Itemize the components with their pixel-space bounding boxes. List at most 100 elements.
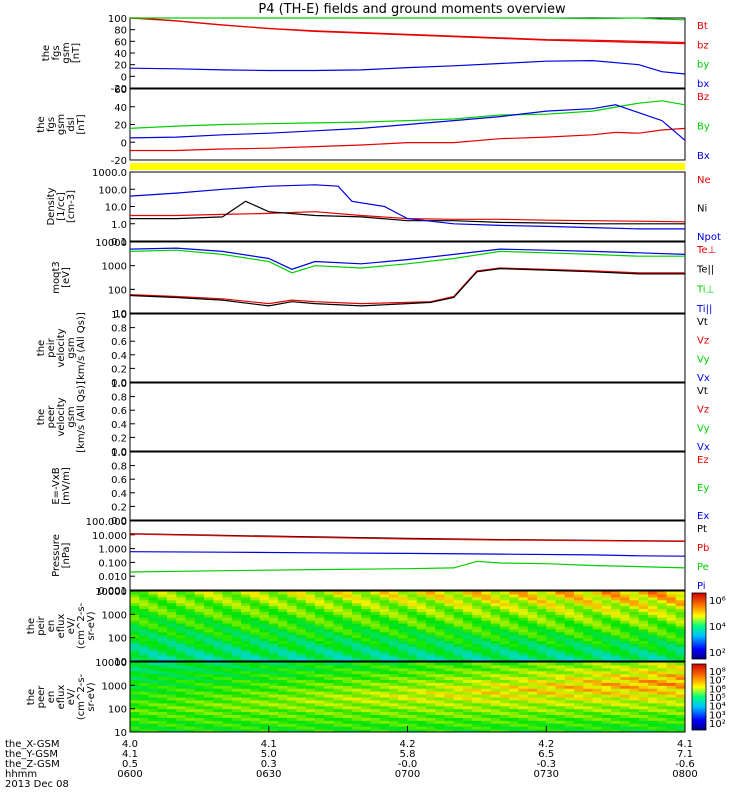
spectrogram-cell bbox=[564, 670, 575, 675]
spectrogram-cell bbox=[583, 670, 593, 675]
spectrogram-cell bbox=[527, 631, 538, 636]
spectrogram-cell bbox=[185, 617, 196, 621]
spectrogram-cell bbox=[620, 714, 630, 718]
spectrogram-cell bbox=[139, 667, 149, 672]
spectrogram-cell bbox=[472, 726, 482, 730]
spectrogram-cell bbox=[472, 631, 482, 636]
spectrogram-cell bbox=[592, 611, 603, 615]
spectrogram-cell bbox=[629, 670, 640, 675]
spectrogram-cell bbox=[361, 705, 371, 710]
spectrogram-cell bbox=[537, 664, 547, 669]
spectrogram-cell bbox=[241, 596, 251, 601]
spectrogram-cell bbox=[657, 658, 667, 662]
spectrogram-cell bbox=[324, 643, 334, 647]
spectrogram-cell bbox=[574, 602, 584, 607]
spectrogram-cell bbox=[426, 679, 436, 683]
spectrogram-cell bbox=[315, 662, 325, 666]
spectrogram-cell bbox=[426, 593, 436, 598]
spectrogram-cell bbox=[629, 673, 640, 678]
spectrogram-cell bbox=[130, 726, 140, 730]
spectrogram-cell bbox=[222, 676, 233, 680]
spectrogram-cell bbox=[185, 662, 196, 666]
spectrogram-cell bbox=[194, 628, 205, 633]
spectrogram-cell bbox=[185, 717, 196, 721]
spectrogram-cell bbox=[361, 640, 371, 644]
spectrogram-cell bbox=[287, 667, 297, 672]
spectrogram-cell bbox=[241, 699, 251, 704]
spectrogram-cell bbox=[574, 685, 584, 689]
spectrogram-cell bbox=[490, 643, 501, 647]
spectrogram-cell bbox=[268, 614, 279, 618]
spectrogram-cell bbox=[204, 643, 214, 647]
spectrogram-cell bbox=[574, 705, 584, 710]
spectrogram-cell bbox=[481, 608, 492, 612]
spectrogram-cell bbox=[241, 673, 251, 678]
spectrogram-cell bbox=[453, 649, 464, 653]
spectrogram-cell bbox=[407, 702, 418, 707]
spectrogram-cell bbox=[176, 694, 186, 698]
spectrogram-cell bbox=[296, 655, 307, 659]
spectrogram-cell bbox=[352, 611, 362, 615]
spectrogram-cell bbox=[601, 628, 612, 633]
spectrogram-cell bbox=[518, 720, 529, 724]
spectrogram-cell bbox=[426, 682, 436, 686]
spectrogram-cell bbox=[130, 694, 140, 698]
spectrogram-cell bbox=[453, 705, 464, 710]
spectrogram-cell bbox=[185, 637, 196, 642]
spectrogram-cell bbox=[250, 729, 260, 733]
spectrogram-cell bbox=[666, 667, 677, 672]
spectrogram-cell bbox=[435, 676, 445, 680]
spectrogram-cell bbox=[389, 708, 399, 713]
spectrogram-cell bbox=[666, 596, 677, 601]
spectrogram-cell bbox=[342, 608, 353, 612]
legend-entry: Bz bbox=[697, 92, 709, 103]
spectrogram-cell bbox=[176, 649, 186, 653]
spectrogram-cell bbox=[518, 628, 529, 633]
spectrogram-cell bbox=[176, 726, 186, 730]
spectrogram-cell bbox=[574, 652, 584, 656]
spectrogram-cell bbox=[194, 623, 205, 627]
spectrogram-cell bbox=[481, 688, 492, 692]
spectrogram-cell bbox=[509, 593, 519, 598]
spectrogram-cell bbox=[426, 591, 436, 595]
spectrogram-cell bbox=[352, 623, 362, 627]
spectrogram-cell bbox=[259, 667, 270, 672]
spectrogram-cell bbox=[148, 658, 159, 662]
spectrogram-cell bbox=[305, 711, 316, 715]
spectrogram-cell bbox=[287, 679, 297, 683]
spectrogram-cell bbox=[268, 626, 279, 630]
spectrogram-cell bbox=[130, 711, 140, 715]
spectrogram-cell bbox=[648, 593, 658, 598]
spectrogram-cell bbox=[296, 640, 307, 644]
spectrogram-cell bbox=[546, 697, 556, 701]
spectrogram-cell bbox=[130, 682, 140, 686]
spectrogram-cell bbox=[213, 602, 223, 607]
spectrogram-cell bbox=[361, 688, 371, 692]
spectrogram-cell bbox=[463, 634, 473, 639]
spectrogram-cell bbox=[231, 726, 242, 730]
spectrogram-cell bbox=[407, 611, 418, 615]
spectrogram-cell bbox=[148, 694, 159, 698]
spectrogram-cell bbox=[472, 711, 482, 715]
spectrogram-cell bbox=[555, 602, 566, 607]
spectrogram-cell bbox=[333, 711, 344, 715]
spectrogram-cell bbox=[315, 679, 325, 683]
spectrogram-cell bbox=[259, 682, 270, 686]
spectrogram-cell bbox=[157, 714, 168, 718]
spectrogram-cell bbox=[389, 676, 399, 680]
spectrogram-cell bbox=[416, 658, 427, 662]
spectrogram-cell bbox=[638, 591, 649, 595]
spectrogram-cell bbox=[472, 637, 482, 642]
spectrogram-cell bbox=[333, 662, 344, 666]
spectrogram-cell bbox=[620, 720, 630, 724]
spectrogram-cell bbox=[601, 596, 612, 601]
spectrogram-cell bbox=[342, 688, 353, 692]
spectrogram-cell bbox=[611, 705, 621, 710]
spectrogram-cell bbox=[333, 688, 344, 692]
spectrogram-cell bbox=[592, 628, 603, 633]
spectrogram-cell bbox=[305, 664, 316, 669]
y-tick-label: 10000 bbox=[95, 658, 127, 669]
spectrogram-cell bbox=[241, 652, 251, 656]
spectrogram-cell bbox=[250, 694, 260, 698]
spectrogram-cell bbox=[398, 694, 408, 698]
